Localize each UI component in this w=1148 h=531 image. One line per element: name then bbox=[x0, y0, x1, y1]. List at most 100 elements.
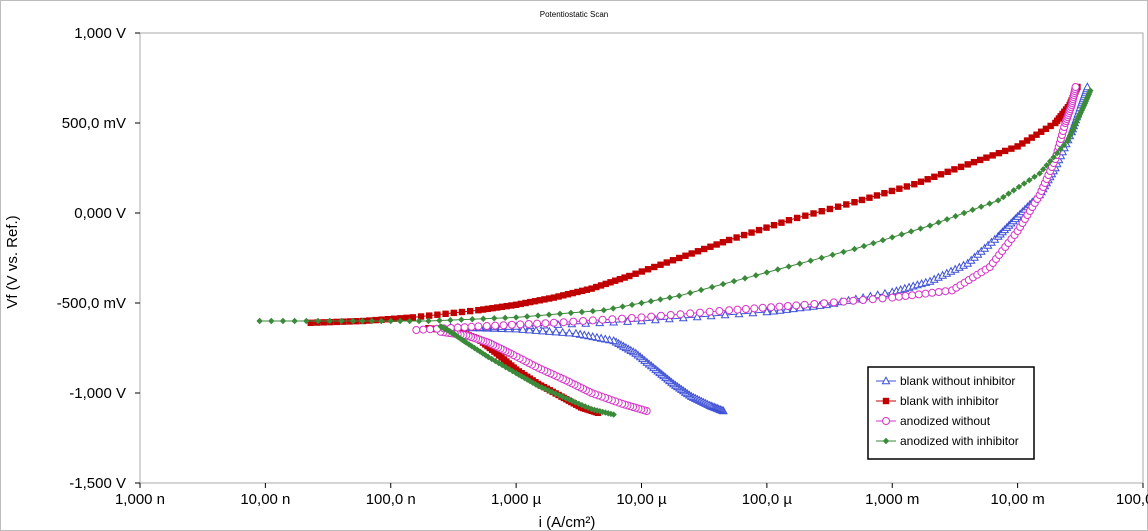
blank-with-inhibitor-point bbox=[995, 149, 1003, 157]
anodized-with-inhibitor-point bbox=[518, 373, 525, 380]
anodized-with-inhibitor-point bbox=[1073, 118, 1080, 126]
anodized-with-inhibitor-point bbox=[338, 317, 345, 325]
blank-with-inhibitor-point bbox=[517, 300, 525, 308]
blank-with-inhibitor-point bbox=[541, 296, 548, 303]
anodized-without-point bbox=[618, 314, 627, 323]
blank-without-inhibitor-point bbox=[558, 327, 568, 336]
anodized-without-point bbox=[608, 315, 617, 324]
anodized-with-inhibitor-point bbox=[1064, 137, 1071, 145]
anodized-with-inhibitor-point bbox=[829, 251, 836, 259]
blank-with-inhibitor-point bbox=[593, 283, 600, 291]
anodized-with-inhibitor-point bbox=[952, 212, 959, 220]
blank-with-inhibitor-point bbox=[475, 307, 482, 314]
blank-without-inhibitor-point bbox=[564, 328, 574, 337]
anodized-without-point bbox=[559, 318, 568, 327]
blank-with-inhibitor-point bbox=[607, 279, 614, 286]
blank-with-inhibitor-point bbox=[770, 221, 778, 229]
blank-with-inhibitor-point bbox=[810, 210, 817, 217]
anodized-without-point bbox=[758, 303, 767, 312]
anodized-without-point bbox=[579, 317, 588, 325]
anodized-with-inhibitor-point bbox=[785, 263, 792, 270]
legend-anodized-without-point bbox=[882, 417, 890, 425]
blank-with-inhibitor-point bbox=[688, 250, 695, 257]
blank-with-inhibitor-point bbox=[676, 254, 683, 262]
blank-with-inhibitor-point bbox=[1019, 140, 1026, 147]
anodized-with-inhibitor-point bbox=[860, 242, 868, 250]
anodized-with-inhibitor-point bbox=[268, 317, 275, 325]
anodized-with-inhibitor-point bbox=[1031, 173, 1038, 180]
anodized-without-point bbox=[569, 317, 578, 326]
anodized-with-inhibitor-point bbox=[1039, 166, 1047, 173]
blank-with-inhibitor-point bbox=[694, 248, 702, 255]
anodized-with-inhibitor-point bbox=[741, 275, 749, 282]
anodized-with-inhibitor-point bbox=[1010, 187, 1017, 194]
anodized-with-inhibitor-point bbox=[512, 314, 520, 321]
anodized-with-inhibitor-point bbox=[995, 197, 1002, 204]
anodized-with-inhibitor-point bbox=[1071, 121, 1079, 128]
blank-without-inhibitor-point bbox=[571, 328, 581, 337]
y-tick-label: 0,000 V bbox=[74, 205, 126, 222]
anodized-with-inhibitor-point bbox=[406, 317, 413, 325]
blank-with-inhibitor-point bbox=[851, 199, 858, 206]
blank-with-inhibitor-point bbox=[644, 266, 652, 273]
anodized-without-point bbox=[868, 295, 877, 304]
anodized-with-inhibitor-point bbox=[851, 245, 858, 253]
anodized-without-point bbox=[901, 292, 910, 300]
blank-with-inhibitor-point bbox=[834, 203, 842, 210]
anodized-without-point bbox=[894, 292, 903, 301]
blank-with-inhibitor-point bbox=[611, 277, 619, 284]
anodized-with-inhibitor-point bbox=[447, 316, 454, 324]
blank-with-inhibitor-point bbox=[719, 239, 727, 246]
blank-with-inhibitor-point bbox=[503, 302, 510, 310]
blank-with-inhibitor-point bbox=[983, 154, 990, 161]
anodized-without-point bbox=[637, 313, 646, 322]
anodized-with-inhibitor-point bbox=[569, 397, 576, 405]
anodized-without-point bbox=[524, 320, 533, 328]
anodized-with-inhibitor-point bbox=[977, 203, 985, 210]
anodized-with-inhibitor-point bbox=[480, 315, 487, 322]
blank-with-inhibitor-point bbox=[536, 297, 543, 304]
anodized-without-point bbox=[839, 297, 848, 306]
anodized-with-inhibitor-point bbox=[436, 317, 443, 324]
anodized-with-inhibitor-point bbox=[555, 392, 563, 399]
anodized-with-inhibitor-point bbox=[529, 379, 536, 386]
blank-with-inhibitor-point bbox=[574, 288, 581, 296]
blank-with-inhibitor-point bbox=[669, 257, 677, 264]
anodized-without-point bbox=[533, 319, 542, 328]
blank-with-inhibitor-point bbox=[626, 272, 633, 280]
anodized-without-point bbox=[666, 311, 675, 319]
anodized-without-point bbox=[941, 287, 950, 296]
blank-with-inhibitor-point bbox=[583, 286, 591, 293]
anodized-with-inhibitor-point bbox=[1000, 193, 1007, 201]
blank-with-inhibitor-point bbox=[560, 292, 567, 299]
anodized-with-inhibitor-point bbox=[314, 317, 322, 325]
blank-with-inhibitor-point bbox=[903, 183, 911, 190]
anodized-with-inhibitor-point bbox=[969, 206, 976, 214]
anodized-with-inhibitor-point bbox=[774, 266, 782, 273]
blank-with-inhibitor-point bbox=[931, 173, 938, 180]
blank-with-inhibitor-point bbox=[333, 318, 341, 326]
y-tick-label: -1,000 V bbox=[69, 385, 126, 402]
anodized-with-inhibitor-point bbox=[697, 286, 705, 294]
blank-with-inhibitor-point bbox=[632, 270, 639, 277]
blank-without-inhibitor-point bbox=[551, 327, 561, 336]
anodized-with-inhibitor-point bbox=[1069, 127, 1076, 134]
blank-with-inhibitor-point bbox=[527, 298, 534, 306]
blank-with-inhibitor-point bbox=[663, 259, 670, 266]
blank-without-inhibitor-point bbox=[518, 324, 528, 333]
anodized-without-point bbox=[499, 321, 508, 330]
anodized-without-point bbox=[733, 305, 742, 314]
blank-with-inhibitor-point bbox=[320, 319, 327, 326]
blank-with-inhibitor-point bbox=[498, 303, 506, 311]
blank-with-inhibitor-point bbox=[489, 304, 496, 312]
legend-label-anodized-with-inhibitor: anodized with inhibitor bbox=[900, 434, 1019, 448]
anodized-without-point bbox=[829, 298, 838, 307]
anodized-with-inhibitor-point bbox=[796, 260, 803, 267]
blank-with-inhibitor-point bbox=[458, 308, 466, 316]
blank-with-inhibitor-point bbox=[888, 187, 896, 195]
anodized-with-inhibitor-point bbox=[889, 234, 896, 241]
blank-with-inhibitor-point bbox=[989, 152, 996, 159]
anodized-with-inhibitor-point bbox=[638, 299, 645, 307]
chart-title: Potentiostatic Scan bbox=[539, 10, 609, 19]
